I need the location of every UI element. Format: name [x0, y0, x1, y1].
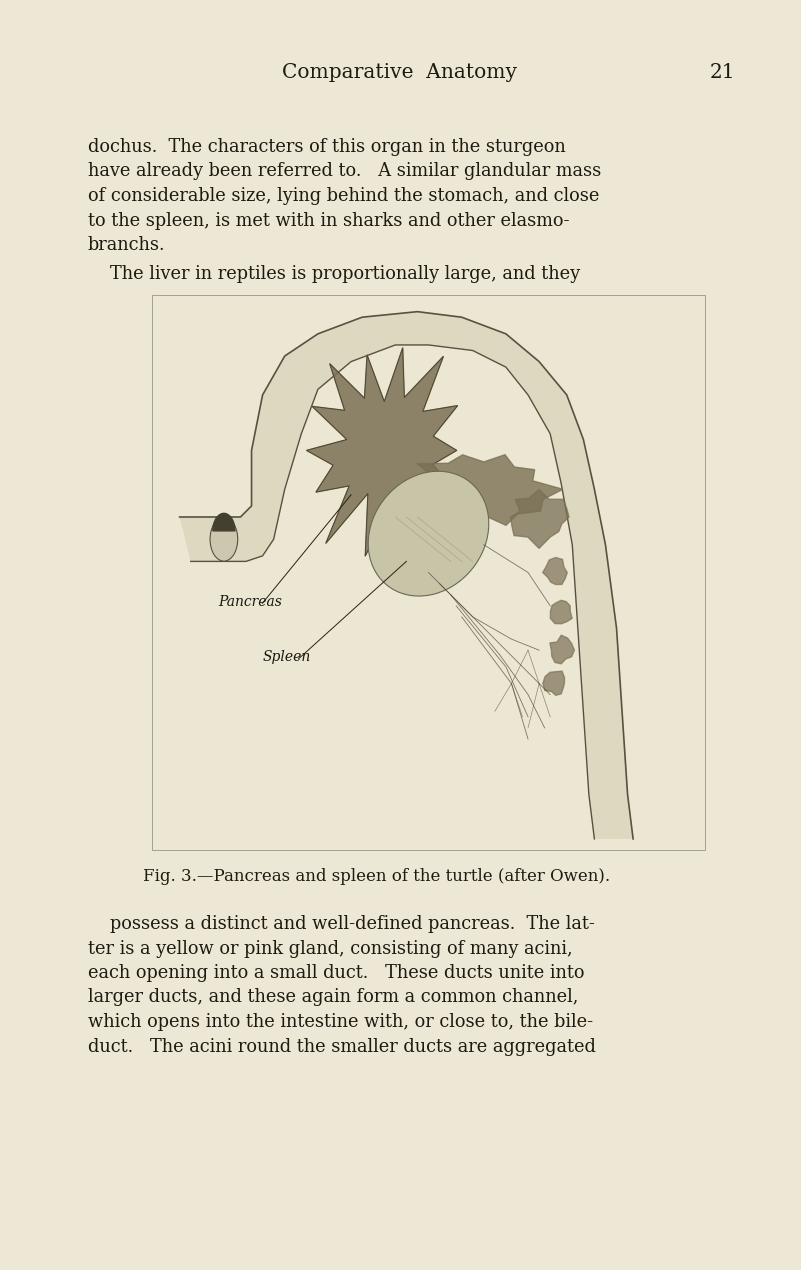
- Circle shape: [210, 517, 238, 561]
- Polygon shape: [307, 348, 460, 556]
- Text: 21: 21: [710, 62, 735, 81]
- Text: each opening into a small duct.   These ducts unite into: each opening into a small duct. These du…: [88, 964, 585, 982]
- Text: have already been referred to.   A similar glandular mass: have already been referred to. A similar…: [88, 163, 602, 180]
- Polygon shape: [408, 455, 563, 528]
- Text: Spleen: Spleen: [263, 650, 311, 664]
- Text: Comparative  Anatomy: Comparative Anatomy: [283, 62, 517, 81]
- Text: which opens into the intestine with, or close to, the bile-: which opens into the intestine with, or …: [88, 1013, 593, 1031]
- Text: to the spleen, is met with in sharks and other elasmo-: to the spleen, is met with in sharks and…: [88, 212, 570, 230]
- Text: The liver in reptiles is proportionally large, and they: The liver in reptiles is proportionally …: [110, 265, 580, 283]
- Polygon shape: [543, 672, 565, 695]
- Text: Fig. 3.—Pancreas and spleen of the turtle (after Owen).: Fig. 3.—Pancreas and spleen of the turtl…: [143, 867, 610, 885]
- Wedge shape: [213, 513, 235, 531]
- Polygon shape: [543, 558, 567, 584]
- Text: ter is a yellow or pink gland, consisting of many acini,: ter is a yellow or pink gland, consistin…: [88, 940, 573, 958]
- Text: dochus.  The characters of this organ in the sturgeon: dochus. The characters of this organ in …: [88, 138, 566, 156]
- Ellipse shape: [368, 471, 489, 596]
- Text: duct.   The acini round the smaller ducts are aggregated: duct. The acini round the smaller ducts …: [88, 1038, 596, 1055]
- Text: branchs.: branchs.: [88, 236, 166, 254]
- Text: Pancreas: Pancreas: [219, 594, 282, 608]
- Polygon shape: [179, 311, 633, 839]
- Text: larger ducts, and these again form a common channel,: larger ducts, and these again form a com…: [88, 988, 578, 1007]
- Text: possess a distinct and well-defined pancreas.  The lat-: possess a distinct and well-defined panc…: [110, 914, 595, 933]
- Polygon shape: [550, 601, 572, 624]
- Polygon shape: [511, 489, 569, 549]
- Polygon shape: [549, 635, 574, 664]
- Text: of considerable size, lying behind the stomach, and close: of considerable size, lying behind the s…: [88, 187, 599, 204]
- Bar: [152, 295, 705, 850]
